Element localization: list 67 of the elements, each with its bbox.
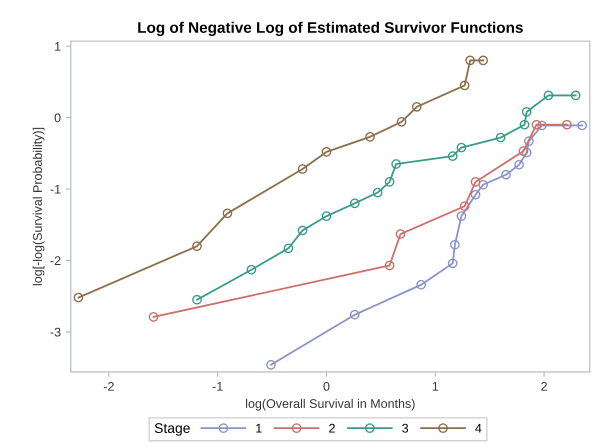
- y-tick-label: 1: [55, 42, 60, 51]
- chart-title: Log of Negative Log of Estimated Survivor Functions: [138, 22, 523, 36]
- y-tick-label: -3: [50, 328, 61, 337]
- point: [391, 159, 401, 169]
- legend-label: 4: [475, 424, 482, 433]
- point: [496, 132, 506, 142]
- point: [222, 208, 232, 218]
- legend-title: Stage: [154, 423, 190, 436]
- point: [192, 241, 202, 252]
- point: [372, 188, 382, 198]
- point: [570, 90, 581, 100]
- point: [514, 160, 524, 170]
- y-axis-title: log[-log(Survival Probability)]: [32, 128, 44, 286]
- point: [470, 190, 480, 200]
- point: [562, 120, 572, 130]
- point: [396, 116, 406, 127]
- x-tick-label: 2: [541, 382, 547, 391]
- point: [246, 264, 256, 275]
- point: [322, 147, 332, 157]
- point: [501, 170, 511, 180]
- point: [478, 180, 488, 190]
- legend-label: 1: [256, 424, 262, 433]
- point: [322, 211, 332, 222]
- point: [460, 80, 470, 90]
- point: [350, 198, 360, 208]
- x-tick-label: -1: [212, 382, 223, 391]
- point: [298, 226, 308, 236]
- point: [532, 120, 542, 130]
- point: [522, 148, 532, 158]
- point: [384, 260, 394, 270]
- x-axis-title: log(Overall Survival in Months): [246, 398, 415, 410]
- legend-label: 2: [329, 424, 335, 433]
- y-tick-label: 0: [54, 113, 61, 122]
- point: [520, 120, 530, 130]
- point: [448, 258, 458, 268]
- point: [450, 240, 460, 250]
- point: [456, 211, 466, 222]
- point: [266, 360, 276, 370]
- point: [74, 292, 84, 302]
- legend-label: 3: [402, 424, 408, 433]
- point: [416, 280, 426, 290]
- point: [396, 229, 406, 239]
- x-tick-label: 1: [432, 382, 438, 391]
- point: [412, 102, 422, 112]
- point: [537, 120, 547, 130]
- point: [298, 164, 308, 174]
- point: [465, 56, 475, 66]
- point: [284, 243, 294, 254]
- point: [365, 132, 375, 142]
- point: [518, 146, 528, 156]
- point: [350, 310, 360, 320]
- point: [148, 312, 158, 322]
- x-tick-label: 0: [324, 382, 330, 391]
- point: [577, 120, 588, 130]
- point: [522, 106, 532, 117]
- point: [470, 177, 480, 187]
- point: [192, 294, 202, 305]
- point: [456, 142, 466, 152]
- point: [460, 201, 470, 212]
- point: [524, 136, 534, 146]
- y-tick-label: -2: [50, 256, 60, 265]
- point: [544, 90, 554, 100]
- y-tick-label: -1: [50, 184, 60, 194]
- point: [448, 151, 458, 162]
- point: [478, 56, 488, 66]
- point: [384, 177, 394, 187]
- x-tick-label: -2: [104, 382, 114, 391]
